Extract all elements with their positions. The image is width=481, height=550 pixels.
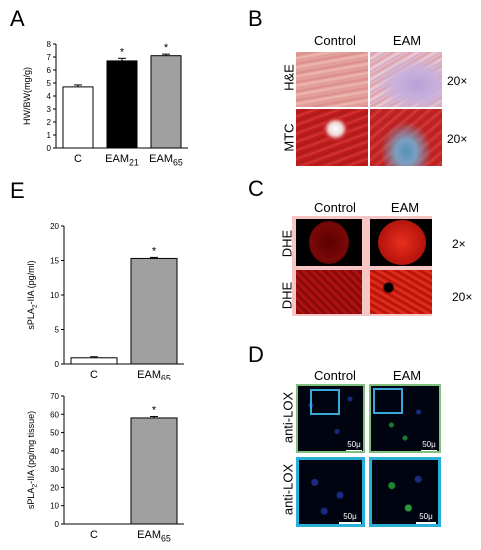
dhe-eam-20x-image — [370, 270, 432, 314]
scale-bar-2: 50μ — [421, 440, 437, 451]
dhe-eam-2x-image — [370, 219, 432, 266]
y-axis-label: sPLA2-IIA (pg/ml) — [26, 260, 39, 329]
y-axis-label: sPLA2-IIA (pg/mg tissue) — [26, 411, 39, 509]
chart-spla2-tissue: 0 10 20 30 40 50 60 70 sPLA2-IIA (pg/mg tissue) C… — [26, 392, 184, 543]
significance-star: * — [120, 46, 125, 58]
chart-hw-bw: 0 1 2 3 4 5 6 7 8 HW/BW(mg/g) C * EAM21 * EAM65 — [22, 40, 188, 167]
y-tick-label: 70 — [50, 392, 59, 401]
y-tick-label: 4 — [47, 92, 52, 101]
dhe-control-20x-image — [296, 270, 362, 314]
y-tick-label: 60 — [50, 410, 59, 419]
mtc-control-image — [296, 109, 368, 166]
bar — [62, 86, 94, 149]
x-tick-label: C — [90, 529, 98, 541]
y-tick-label: 30 — [50, 465, 59, 474]
y-tick-label: 10 — [50, 502, 59, 511]
bar — [130, 257, 178, 365]
x-tick-label: EAM65 — [137, 529, 171, 543]
panel-d-col-eam: EAM — [392, 368, 422, 383]
panel-letter-b: B — [248, 6, 263, 31]
panel-d-row-1: anti-LOX — [280, 391, 296, 444]
y-tick-label: 8 — [47, 40, 52, 49]
scale-bar-4: 50μ — [416, 512, 436, 524]
panel-c-col-control: Control — [314, 200, 356, 215]
x-tick-label: C — [74, 153, 82, 165]
significance-star: * — [152, 245, 157, 257]
he-eam-image — [370, 52, 442, 107]
lox-control-zoom-image: 50μ — [296, 457, 365, 527]
panel-c-col-eam: EAM — [390, 200, 420, 215]
y-tick-label: 5 — [55, 326, 60, 335]
x-tick-label: EAM65 — [137, 369, 171, 380]
y-axis-label: HW/BW(mg/g) — [22, 67, 32, 125]
y-tick-label: 1 — [47, 131, 52, 140]
panel-letter-d: D — [248, 342, 264, 367]
y-tick-label: 0 — [47, 144, 52, 153]
y-tick-label: 6 — [47, 66, 52, 75]
bar — [70, 357, 118, 365]
panel-b-col-eam: EAM — [392, 33, 422, 48]
x-tick-label: C — [90, 369, 98, 380]
significance-star: * — [164, 42, 169, 54]
y-tick-label: 50 — [50, 429, 59, 438]
y-tick-label: 10 — [50, 291, 59, 300]
bar — [150, 55, 182, 149]
y-tick-label: 40 — [50, 447, 59, 456]
panel-letter-e: E — [10, 178, 25, 203]
panel-d-col-control: Control — [314, 368, 356, 383]
panel-letter-a: A — [10, 6, 25, 31]
x-tick-label: EAM21 — [105, 153, 139, 167]
y-tick-label: 20 — [50, 483, 59, 492]
bar — [106, 60, 138, 149]
panel-letter-c: C — [248, 176, 264, 201]
lox-eam-zoom-image: 50μ — [369, 457, 441, 527]
panel-c-mag-1: 2× — [452, 237, 466, 251]
bar — [130, 417, 178, 525]
y-tick-label: 0 — [55, 520, 60, 529]
panel-d-row-2: anti-LOX — [280, 463, 296, 516]
mtc-eam-image — [370, 109, 442, 166]
y-tick-label: 3 — [47, 105, 52, 114]
y-tick-label: 2 — [47, 118, 52, 127]
lox-control-image: 50μ — [296, 384, 365, 453]
panel-b-col-control: Control — [314, 33, 356, 48]
panel-b-mag-1: 20× — [447, 74, 468, 88]
panel-b-row-he: H&E — [281, 64, 297, 91]
y-tick-label: 7 — [47, 53, 52, 62]
chart-spla2-serum: 0 5 10 15 20 sPLA2-IIA (pg/ml) C * EAM65 — [26, 222, 184, 380]
scale-bar-3: 50μ — [339, 512, 361, 524]
panel-b-row-mtc: MTC — [281, 123, 297, 152]
panel-b-mag-2: 20× — [447, 132, 468, 146]
dhe-control-2x-image — [296, 219, 362, 266]
scale-bar-1: 50μ — [346, 440, 362, 451]
y-tick-label: 0 — [55, 360, 60, 369]
he-control-image — [296, 52, 368, 107]
panel-c-mag-2: 20× — [452, 290, 473, 304]
y-tick-label: 15 — [50, 257, 59, 266]
y-tick-label: 20 — [50, 222, 59, 231]
y-tick-label: 5 — [47, 79, 52, 88]
significance-star: * — [152, 404, 157, 416]
lox-eam-image: 50μ — [369, 384, 441, 453]
x-tick-label: EAM65 — [149, 153, 183, 167]
